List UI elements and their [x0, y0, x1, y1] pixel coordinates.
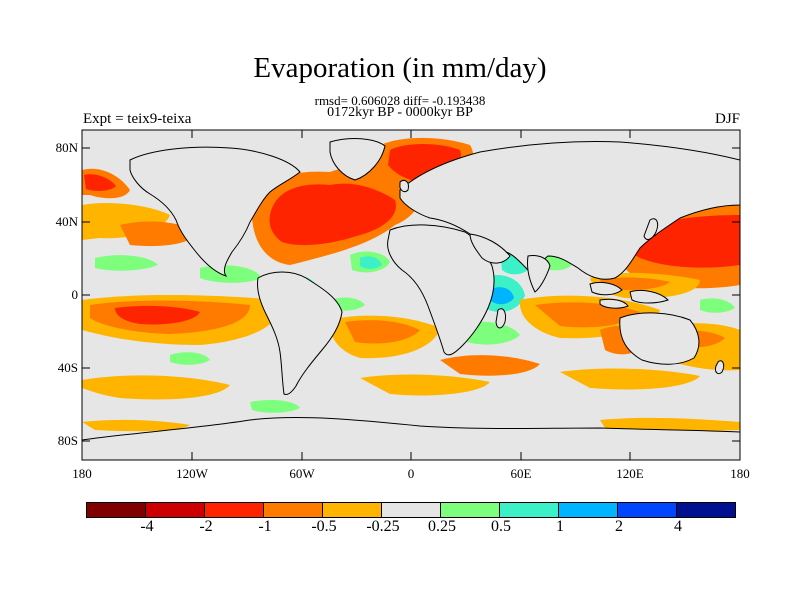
continent-new-zealand: [715, 360, 725, 375]
anomaly-indian-ocean-blue: [490, 287, 514, 305]
experiment-label: Expt = teix9-teixa: [83, 111, 192, 127]
continent-uk: [399, 179, 409, 193]
colorbar: [86, 502, 736, 518]
axis-ticks: [81, 130, 741, 460]
x-tick-label: 120E: [616, 466, 644, 481]
colorbar-swatch: [676, 502, 736, 518]
anomaly-n-atlantic-red: [269, 183, 396, 246]
colorbar-swatch: [381, 502, 441, 518]
y-tick-label: 80S: [57, 433, 78, 448]
continent-india: [527, 255, 551, 293]
colorbar-label: -0.5: [311, 518, 337, 535]
colorbar-swatch: [440, 502, 500, 518]
anomaly-antarctic-green: [250, 400, 300, 413]
y-tick-label: 40N: [55, 214, 78, 229]
anomaly-ne-pacific-red: [84, 174, 116, 191]
anomaly-antarctic-fringe-2: [600, 417, 740, 432]
anomaly-southern-ocean-3: [560, 368, 700, 390]
colorbar-label: -2: [199, 518, 213, 535]
anomaly-southern-ocean-1: [82, 375, 230, 400]
anomaly-s-pacific-red: [115, 305, 200, 325]
continent-greenland: [329, 138, 386, 181]
y-tick-label: 0: [71, 287, 79, 302]
field-layer: [82, 130, 740, 460]
y-tick-label: 40S: [57, 360, 78, 375]
colorbar-label: 0.5: [491, 518, 511, 535]
colorbar-swatch: [617, 502, 677, 518]
colorbar-label: 2: [615, 518, 623, 535]
anomaly-southern-ocean-green: [700, 298, 735, 313]
colorbar-label: 1: [556, 518, 564, 535]
continent-south-america: [257, 271, 343, 395]
colorbar-label: -4: [140, 518, 154, 535]
continent-japan: [643, 218, 659, 240]
colorbar-swatch: [558, 502, 618, 518]
period-line: 0172kyr BP - 0000kyr BP: [327, 105, 473, 120]
colorbar-label: 4: [674, 518, 682, 535]
colorbar-swatch: [204, 502, 264, 518]
anomaly-southern-ocean-4: [440, 355, 540, 376]
colorbar-label: -1: [258, 518, 272, 535]
continent-antarctica: [82, 417, 740, 460]
coastlines: [82, 138, 740, 460]
stats-line: rmsd= 0.606028 diff= -0.193438: [314, 93, 486, 108]
x-tick-label: 0: [407, 466, 415, 481]
x-tick-label: 60E: [510, 466, 532, 481]
colorbar-swatch: [499, 502, 559, 518]
colorbar-label: 0.25: [428, 518, 456, 535]
y-tick-label: 80N: [55, 140, 78, 155]
continent-madagascar: [495, 308, 506, 329]
map-title: Evaporation (in mm/day): [253, 52, 547, 84]
continent-australia: [619, 312, 700, 365]
continent-arabia: [469, 233, 511, 264]
continent-maritime-continent: [589, 281, 669, 309]
anomaly-s-pacific-green: [170, 352, 210, 365]
colorbar-swatch: [263, 502, 323, 518]
season-label: DJF: [714, 111, 740, 127]
anomaly-southern-ocean-2: [360, 374, 490, 396]
x-tick-label: 180: [730, 466, 750, 481]
colorbar-swatch: [145, 502, 205, 518]
x-tick-label: 60W: [289, 466, 315, 481]
x-tick-label: 120W: [176, 466, 208, 481]
anomaly-antarctic-fringe-1: [82, 419, 190, 432]
colorbar-swatch: [322, 502, 382, 518]
colorbar-label: -0.25: [366, 518, 400, 535]
anomaly-s-atlantic-band: [345, 320, 420, 344]
anomaly-tropical-pacific-green: [95, 255, 158, 271]
x-tick-label: 180: [72, 466, 92, 481]
colorbar-swatch: [86, 502, 146, 518]
anomaly-trop-atlantic-cyan: [360, 256, 382, 269]
continent-north-america: [129, 146, 301, 277]
